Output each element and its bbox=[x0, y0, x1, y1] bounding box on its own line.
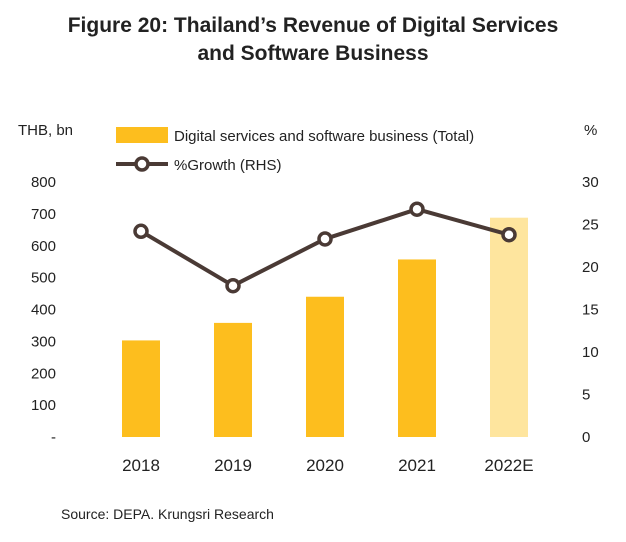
growth-point-2021 bbox=[409, 201, 425, 217]
left-axis-tick-label: 800 bbox=[31, 174, 56, 191]
left-axis-tick-label: 100 bbox=[31, 397, 56, 414]
right-axis-tick-label: 10 bbox=[582, 344, 599, 361]
growth-line-series bbox=[133, 201, 517, 294]
left-axis-title: THB, bn bbox=[18, 122, 73, 139]
right-axis-tick-label: 15 bbox=[582, 302, 599, 319]
growth-line bbox=[139, 207, 510, 288]
legend-label-growth: %Growth (RHS) bbox=[174, 157, 282, 174]
x-axis-tick-label: 2019 bbox=[214, 456, 252, 475]
growth-point-2022E bbox=[501, 226, 517, 243]
bar-2021 bbox=[398, 259, 436, 437]
bar-2018 bbox=[122, 340, 160, 437]
x-axis-tick-label: 2022E bbox=[484, 456, 533, 475]
right-axis-tick-label: 30 bbox=[582, 174, 599, 191]
right-axis-ticks: 0 5 10 15 20 25 30 bbox=[582, 174, 599, 446]
x-axis-tick-label: 2018 bbox=[122, 456, 160, 475]
right-axis-tick-label: 0 bbox=[582, 429, 590, 446]
bar-2022E bbox=[490, 217, 528, 437]
right-axis-title: % bbox=[584, 122, 597, 139]
right-axis-tick-label: 25 bbox=[582, 217, 599, 234]
left-axis-tick-label: 200 bbox=[31, 365, 56, 382]
left-axis-tick-label: 600 bbox=[31, 238, 56, 255]
growth-point-2020 bbox=[317, 231, 333, 247]
growth-point-2018 bbox=[133, 223, 149, 240]
right-axis-tick-label: 20 bbox=[582, 259, 599, 276]
left-axis-tick-label: 700 bbox=[31, 206, 56, 223]
legend-marker-growth bbox=[134, 156, 150, 172]
bar-2019 bbox=[214, 322, 252, 437]
bar-2020 bbox=[306, 296, 344, 437]
chart-title-line-2: and Software Business bbox=[197, 42, 429, 65]
legend: Digital services and software business (… bbox=[116, 127, 474, 174]
left-axis-tick-label: 500 bbox=[31, 270, 56, 287]
left-axis-ticks: - 100 200 300 400 500 600 700 800 bbox=[31, 174, 56, 446]
x-axis-tick-label: 2021 bbox=[398, 456, 436, 475]
legend-swatch-bars bbox=[116, 127, 168, 143]
right-axis-tick-label: 5 bbox=[582, 387, 590, 404]
left-axis-tick-label: - bbox=[51, 429, 56, 446]
x-axis-tick-label: 2020 bbox=[306, 456, 344, 475]
legend-label-bars: Digital services and software business (… bbox=[174, 128, 474, 145]
chart-title-line-1: Figure 20: Thailand’s Revenue of Digital… bbox=[67, 14, 559, 37]
left-axis-tick-label: 300 bbox=[31, 333, 56, 350]
x-axis-ticks: 2018 2019 2020 2021 2022E bbox=[122, 456, 534, 475]
left-axis-tick-label: 400 bbox=[31, 302, 56, 319]
chart-title: Figure 20: Thailand’s Revenue of Digital… bbox=[0, 12, 626, 68]
growth-point-2019 bbox=[225, 277, 241, 294]
source-note: Source: DEPA. Krungsri Research bbox=[61, 506, 274, 522]
bar-series bbox=[122, 217, 528, 437]
